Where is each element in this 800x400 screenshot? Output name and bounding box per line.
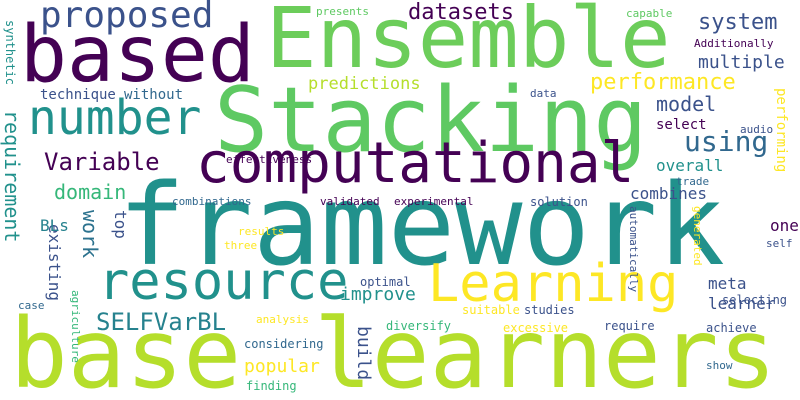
word-meta: meta — [708, 274, 747, 293]
word-effectiveness: effectiveness — [226, 153, 313, 166]
word-number: number — [28, 90, 202, 146]
word-using: using — [684, 125, 769, 158]
word-three: three — [224, 239, 258, 252]
word-suitable: suitable — [462, 303, 520, 317]
word-show: show — [706, 359, 733, 372]
word-popular: popular — [244, 356, 320, 377]
word-automatically: automatically — [627, 206, 640, 293]
word-presents: presents — [316, 5, 369, 18]
word-self: self — [766, 237, 793, 250]
word-generated: generated — [691, 206, 704, 266]
word-achieve: achieve — [706, 321, 757, 335]
word-audio: audio — [740, 123, 774, 136]
word-build: build — [353, 326, 374, 381]
word-capable: capable — [626, 7, 673, 20]
word-multiple: multiple — [698, 52, 785, 73]
word-one: one — [770, 216, 799, 235]
word-predictions: predictions — [308, 74, 421, 94]
word-proposed: proposed — [40, 0, 214, 36]
word-solution: solution — [530, 195, 588, 209]
word-framework: framework — [118, 161, 725, 291]
word-ensemble: Ensemble — [266, 0, 671, 87]
word-agriculture: agriculture — [69, 290, 82, 363]
word-trade: trade — [676, 175, 710, 188]
word-optimal: optimal — [360, 275, 411, 289]
word-stacking: Stacking — [214, 68, 648, 173]
word-performance: performance — [590, 70, 736, 95]
word-select: select — [656, 117, 707, 133]
word-finding: finding — [246, 379, 297, 393]
word-data: data — [530, 87, 557, 100]
word-top: top — [111, 210, 130, 239]
word-diversify: diversify — [386, 319, 452, 333]
word-studies: studies — [524, 303, 575, 317]
word-model: model — [656, 92, 717, 116]
word-considering: considering — [244, 337, 324, 351]
word-variable: Variable — [44, 148, 160, 176]
word-based: based — [20, 10, 255, 100]
word-datasets: datasets — [408, 0, 514, 25]
word-require: require — [604, 319, 655, 333]
word-results: results — [238, 225, 285, 238]
word-learner: learner — [708, 294, 776, 313]
word-excessive: excessive — [503, 321, 569, 335]
word-improve: improve — [340, 284, 416, 305]
word-overall: overall — [656, 156, 724, 175]
word-base: base — [10, 298, 242, 400]
word-additionally: Additionally — [694, 37, 774, 50]
word-domain: domain — [54, 180, 127, 204]
word-combines: combines — [630, 184, 708, 203]
word-analysis: analysis — [256, 313, 309, 326]
word-synthetic: synthetic — [3, 20, 17, 86]
word-combinations: combinations — [172, 195, 252, 208]
word-computational: computational — [196, 131, 635, 196]
word-work: work — [78, 210, 102, 259]
word-learning: Learning — [428, 254, 679, 314]
word-performing: performing — [773, 88, 789, 173]
word-requirement: requirement — [0, 110, 24, 243]
word-validated: validated — [320, 195, 380, 208]
word-learners: learners — [314, 298, 777, 400]
word-selfvarbl: SELFVarBL — [96, 308, 227, 336]
word-case: case — [18, 299, 45, 312]
word-resource: resource — [98, 252, 349, 312]
word-without: without — [124, 87, 184, 103]
word-system: system — [698, 10, 778, 35]
word-existing: existing — [45, 224, 64, 302]
word-technique: technique — [40, 87, 116, 103]
word-selecting: selecting — [722, 293, 788, 307]
word-experimental: experimental — [394, 195, 474, 208]
word-bls: BLs — [40, 216, 69, 235]
